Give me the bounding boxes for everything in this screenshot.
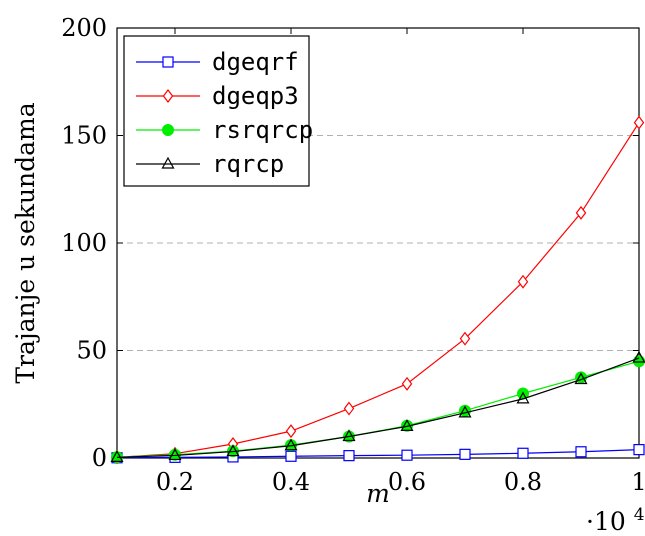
y-tick-label-200: 200 — [61, 14, 107, 42]
legend-item-rqrcp: rqrcp — [136, 150, 284, 178]
point-rqrcp-7 — [516, 391, 530, 404]
point-dgeqrf-4 — [343, 450, 355, 462]
legend-item-rsrqrcp: rsrqrcp — [136, 116, 313, 144]
y-axis-title: Trajanje u sekundama — [11, 102, 40, 383]
point-rqrcp-3 — [284, 438, 298, 451]
x-tick-label-1: 1 — [631, 468, 645, 496]
x-tick-label-0.6: 0.6 — [388, 468, 426, 496]
point-dgeqp3-3 — [285, 424, 297, 439]
legend-item-dgeqrf: dgeqrf — [136, 48, 299, 76]
y-tick-label-150: 150 — [61, 122, 107, 150]
point-rsrqrcp-9 — [633, 355, 645, 368]
legend-label-dgeqp3: dgeqp3 — [212, 82, 299, 110]
series-line-dgeqp3 — [116, 122, 640, 458]
point-dgeqrf-9 — [633, 444, 645, 456]
point-rqrcp-0 — [110, 450, 124, 462]
series-rsrqrcp — [111, 355, 645, 464]
point-dgeqrf-3 — [285, 450, 297, 462]
x-scale-exponent: 4 — [634, 505, 645, 525]
legend-label-dgeqrf: dgeqrf — [212, 48, 299, 76]
point-rqrcp-6 — [458, 405, 472, 418]
y-tick-label-0: 0 — [92, 444, 107, 472]
point-rqrcp-4 — [342, 429, 356, 442]
point-dgeqp3-6 — [459, 331, 471, 346]
x-axis-title: m — [366, 479, 390, 508]
series-rqrcp — [110, 350, 645, 462]
point-dgeqrf-6 — [459, 448, 471, 460]
legend-marker-dgeqp3 — [162, 89, 174, 103]
legend-label-rqrcp: rqrcp — [212, 150, 284, 178]
y-tick-label-50: 50 — [76, 337, 107, 365]
ticks-layer: 0 50 100 150 200 0.2 0.4 0.6 0.8 1 — [61, 14, 645, 496]
point-dgeqp3-8 — [575, 205, 587, 220]
grid-layer — [117, 135, 639, 351]
series-line-rqrcp — [116, 357, 640, 458]
legend: dgeqrf dgeqp3 rsrqrcp rqrcp — [123, 35, 313, 187]
point-dgeqp3-9 — [633, 115, 645, 130]
y-tick-label-100: 100 — [61, 229, 107, 257]
x-tick-label-0.2: 0.2 — [156, 468, 194, 496]
point-rqrcp-1 — [168, 448, 182, 461]
series-line-dgeqrf — [116, 449, 640, 459]
legend-label-rsrqrcp: rsrqrcp — [212, 116, 313, 144]
point-dgeqp3-5 — [401, 376, 413, 391]
x-scale-base: ·10 — [586, 507, 626, 536]
x-tick-label-0.4: 0.4 — [272, 468, 310, 496]
legend-marker-rsrqrcp — [162, 124, 174, 136]
point-rqrcp-5 — [400, 419, 414, 431]
point-rqrcp-2 — [226, 444, 240, 457]
point-dgeqp3-7 — [517, 274, 529, 289]
legend-item-dgeqp3: dgeqp3 — [136, 82, 299, 110]
x-tick-label-0.8: 0.8 — [504, 468, 542, 496]
point-dgeqrf-7 — [517, 447, 529, 459]
series-layer — [110, 115, 645, 465]
point-dgeqrf-5 — [401, 449, 413, 461]
point-rqrcp-8 — [574, 372, 588, 385]
legend-box — [123, 35, 310, 187]
legend-marker-rqrcp — [161, 156, 175, 169]
point-dgeqp3-4 — [343, 401, 355, 416]
legend-marker-dgeqrf — [162, 56, 174, 68]
point-dgeqrf-8 — [575, 446, 587, 458]
x-scale-multiplier: ·10 4 — [586, 505, 645, 536]
point-rqrcp-9 — [632, 350, 645, 363]
series-line-rsrqrcp — [116, 360, 640, 458]
